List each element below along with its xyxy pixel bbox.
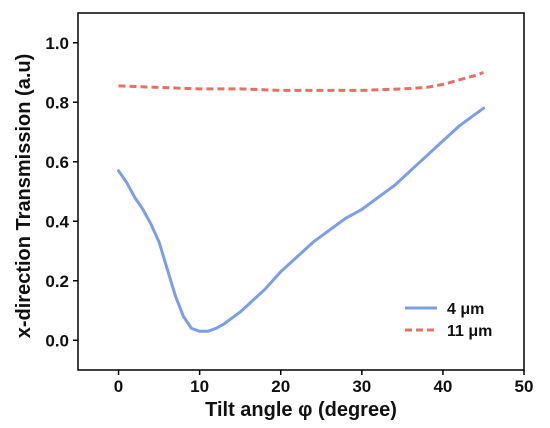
plot-frame	[77, 12, 525, 371]
y-tick-label: 0.2	[45, 272, 69, 291]
x-tick-label: 10	[190, 377, 209, 396]
y-tick-label: 0.8	[45, 93, 69, 112]
legend-label: 4 μm	[447, 301, 484, 318]
x-tick-label: 0	[114, 377, 123, 396]
x-tick-label: 30	[352, 377, 371, 396]
x-tick-label: 50	[515, 377, 534, 396]
x-axis-title: Tilt angle φ (degree)	[205, 399, 397, 421]
legend: 4 μm 11 μm	[405, 301, 492, 340]
y-tick-label: 1.0	[45, 34, 69, 53]
series-layer	[117, 71, 485, 333]
series-line-1	[117, 106, 485, 333]
y-tick-label: 0.6	[45, 153, 69, 172]
y-axis-title: x-direction Transmission (a.u)	[13, 54, 35, 339]
y-axis: 0.0 0.2 0.4 0.6 0.8 1.0	[45, 34, 78, 350]
plot-area	[77, 12, 525, 371]
y-tick-label: 0.0	[45, 331, 69, 350]
y-tick-label: 0.4	[45, 212, 69, 231]
legend-label: 11 μm	[447, 323, 492, 340]
x-tick-label: 20	[271, 377, 290, 396]
x-tick-label: 40	[433, 377, 452, 396]
x-axis: 0 10 20 30 40 50	[114, 370, 534, 396]
series-line-2	[118, 71, 485, 92]
